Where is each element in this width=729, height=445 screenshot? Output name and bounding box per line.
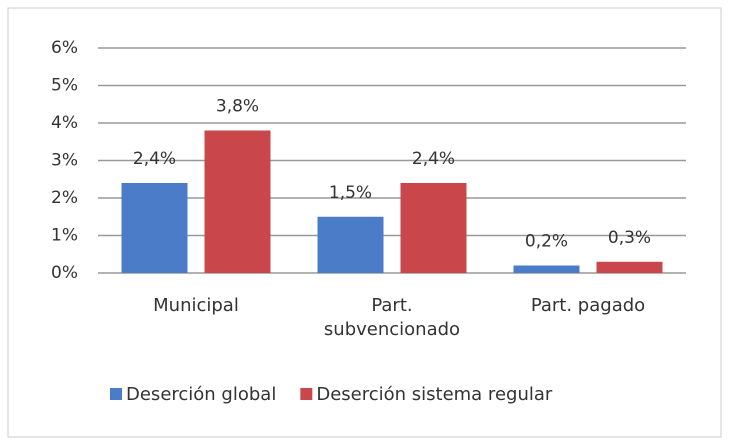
bar	[204, 130, 271, 273]
value-label: 1,5%	[329, 183, 372, 203]
legend-label: Deserción sistema regular	[316, 384, 553, 405]
y-tick-label: 3%	[51, 151, 78, 171]
y-tick-label: 6%	[51, 38, 78, 58]
legend-swatch	[110, 388, 122, 400]
bar	[596, 261, 663, 273]
x-tick-label: Municipal	[153, 295, 239, 316]
bar	[121, 183, 188, 273]
value-label: 3,8%	[216, 97, 259, 117]
y-tick-label: 4%	[51, 113, 78, 133]
y-tick-label: 2%	[51, 188, 78, 208]
bar	[317, 216, 384, 273]
x-tick-label: Part. pagado	[530, 295, 646, 316]
y-tick-label: 1%	[51, 226, 78, 246]
legend-label: Deserción global	[126, 384, 276, 405]
legend-swatch	[300, 388, 313, 400]
x-tick-label: Part. subvencionado	[323, 295, 461, 340]
y-tick-label: 5%	[51, 76, 78, 96]
y-tick-label: 0%	[51, 263, 78, 283]
value-label: 2,4%	[133, 149, 176, 169]
bar	[400, 183, 467, 273]
value-label: 0,3%	[608, 228, 651, 248]
bar	[513, 265, 580, 273]
value-label: 0,2%	[525, 232, 568, 252]
value-label: 2,4%	[412, 149, 455, 169]
